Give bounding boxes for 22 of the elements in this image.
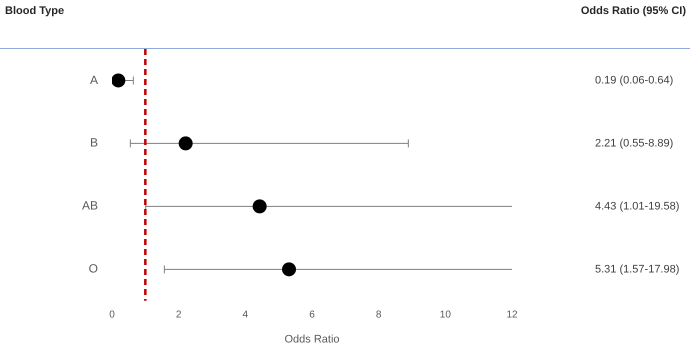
text: 0.19 (0.06-0.64)	[595, 74, 674, 87]
x-tick-label: 2	[176, 310, 182, 321]
y-tick-label: O	[88, 262, 98, 276]
point	[178, 136, 193, 150]
x-axis-title: Odds Ratio	[284, 333, 340, 346]
y-tick-label: A	[90, 72, 98, 87]
text: 4.43 (1.01-19.58)	[595, 200, 680, 212]
text: Blood Type	[5, 5, 64, 17]
point	[112, 73, 126, 88]
x-tick-label: 12	[506, 310, 518, 321]
x-tick-label: 10	[440, 310, 452, 321]
y-tick-label: AB	[82, 198, 98, 213]
text: 5.31 (1.57-17.98)	[595, 263, 680, 276]
x-tick-label: 0	[109, 310, 116, 321]
text: Odds Ratio (95% CI)	[580, 5, 686, 17]
text: 2.21 (0.55-8.89)	[595, 137, 674, 150]
point	[252, 199, 267, 214]
y-tick-label: B	[90, 136, 98, 150]
x-tick-label: 8	[376, 310, 382, 321]
x-tick-label: 4	[242, 310, 249, 321]
point	[282, 262, 296, 276]
x-tick-label: 6	[309, 310, 316, 321]
